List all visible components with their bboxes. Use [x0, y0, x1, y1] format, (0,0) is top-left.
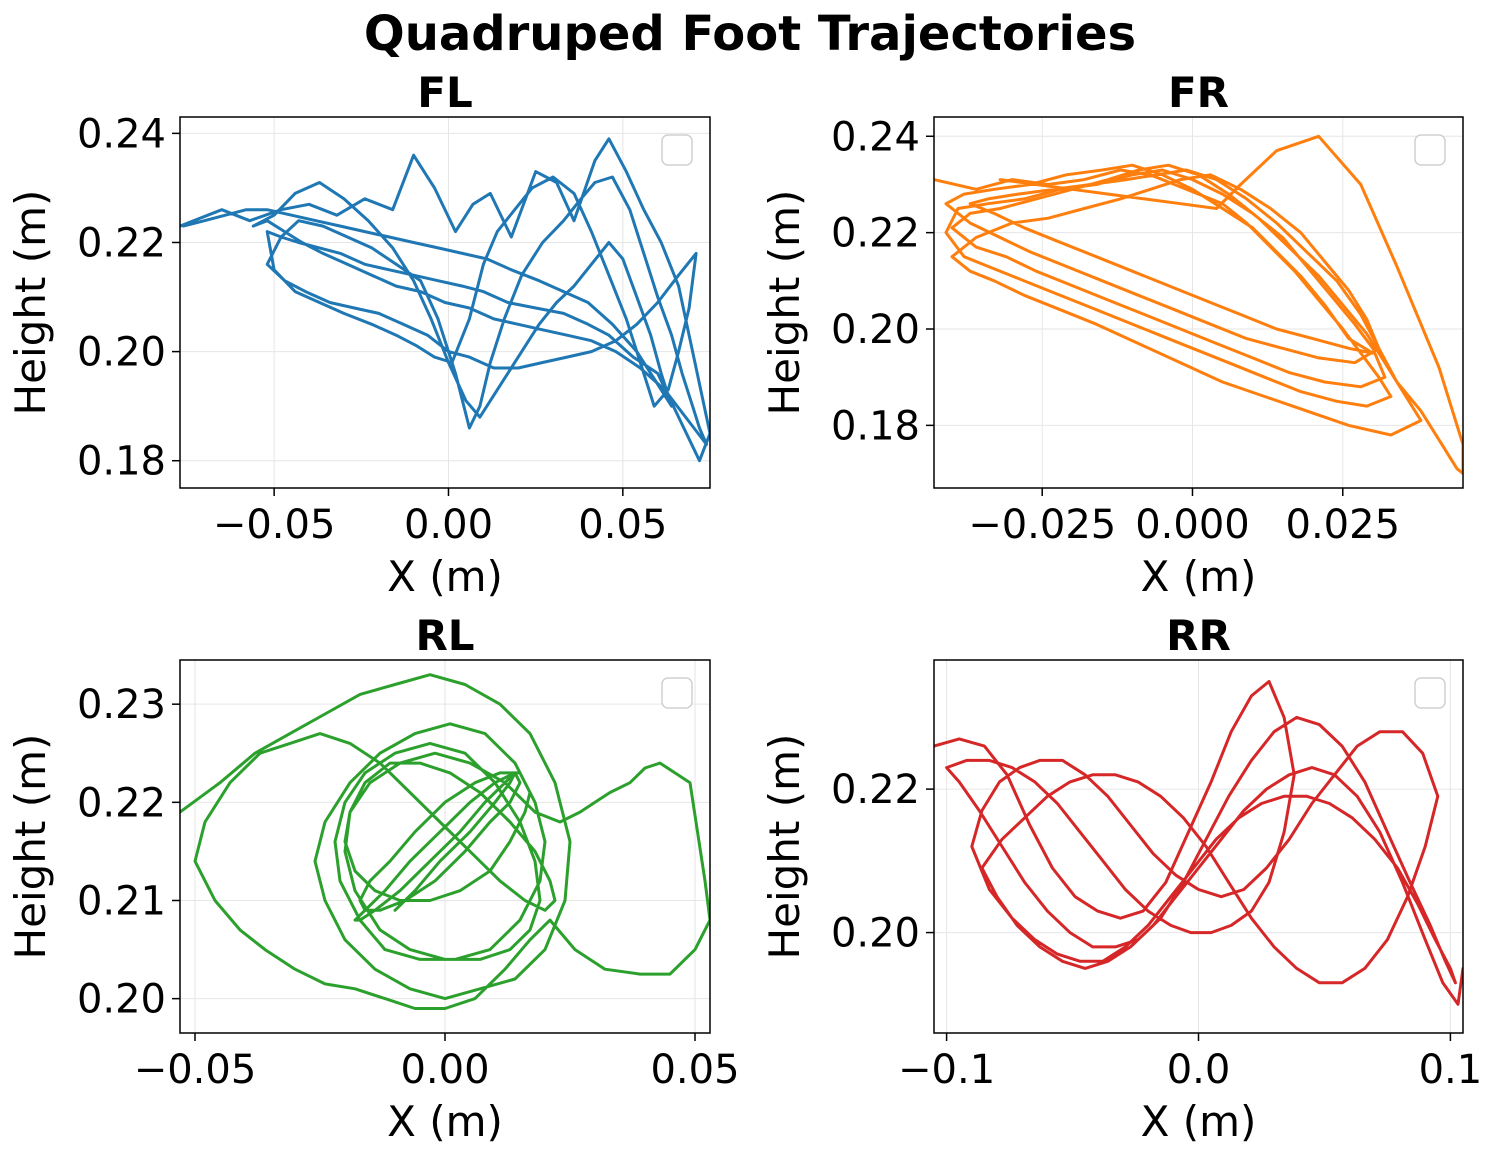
fl-xtick-label-0: −0.05	[213, 502, 336, 548]
fl-ytick-label-0: 0.18	[77, 439, 166, 485]
subplot-rr: −0.1 0.0 0.1 0.20 0.22 RR X (m) Height (m)	[760, 611, 1482, 1146]
rl-ytick-label-1: 0.21	[77, 878, 166, 924]
fr-ytick-label-2: 0.22	[831, 211, 920, 257]
fl-xtick-label-1: 0.00	[404, 502, 493, 548]
fr-legend	[1414, 134, 1446, 166]
rl-ytick-label-2: 0.22	[77, 780, 166, 826]
rr-ytick-label-1: 0.22	[831, 767, 920, 813]
rl-xtick-label-0: −0.05	[134, 1047, 257, 1093]
rl-xtick-label-1: 0.00	[400, 1047, 489, 1093]
fl-x-axis-label: X (m)	[387, 552, 503, 601]
fl-trajectory-line	[180, 137, 710, 463]
rl-panel-title: RL	[415, 611, 474, 660]
rr-legend	[1414, 677, 1446, 709]
rr-ytick-label-0: 0.20	[831, 911, 920, 957]
rr-xtick-label-0: −0.1	[898, 1047, 995, 1093]
rr-y-axis-label: Height (m)	[760, 734, 809, 960]
rl-ytick-label-0: 0.20	[77, 977, 166, 1023]
fr-xtick-label-2: 0.025	[1286, 502, 1401, 548]
rr-xtick-label-2: 0.1	[1419, 1047, 1483, 1093]
fr-panel-title: FR	[1168, 68, 1229, 117]
fr-axes-frame	[933, 116, 1464, 489]
fr-trajectory-line	[934, 134, 1463, 475]
subplot-fr: −0.025 0.000 0.025 0.18 0.20 0.22 0.24 FR X (m) H…	[760, 68, 1464, 601]
fr-ytick-label-0: 0.18	[831, 403, 920, 449]
rr-panel-title: RR	[1166, 611, 1231, 660]
rl-trajectory-line	[180, 673, 710, 1010]
rl-xtick-label-2: 0.05	[650, 1047, 739, 1093]
rr-xtick-label-1: 0.0	[1167, 1047, 1231, 1093]
fl-ytick-label-3: 0.24	[77, 111, 166, 157]
fl-panel-title: FL	[417, 68, 472, 117]
subplot-fl: −0.05 0.00 0.05 0.18 0.20 0.22 0.24 FL X (m) Heig…	[6, 68, 711, 601]
fr-ytick-label-1: 0.20	[831, 307, 920, 353]
figure-title: Quadruped Foot Trajectories	[364, 6, 1136, 62]
subplot-rl: −0.05 0.00 0.05 0.20 0.21 0.22 0.23 RL X (m) Heig…	[6, 611, 740, 1146]
fr-ytick-label-3: 0.24	[831, 114, 920, 160]
rl-x-axis-label: X (m)	[387, 1097, 503, 1146]
rr-trajectory-line	[934, 680, 1463, 1006]
rl-y-axis-label: Height (m)	[6, 734, 55, 960]
rl-legend	[661, 677, 693, 709]
fl-y-axis-label: Height (m)	[6, 190, 55, 416]
fr-y-axis-label: Height (m)	[760, 190, 809, 416]
fl-axes-frame	[179, 116, 711, 489]
fr-xtick-label-1: 0.000	[1135, 502, 1250, 548]
rr-x-axis-label: X (m)	[1141, 1097, 1257, 1146]
fl-ytick-label-1: 0.20	[77, 330, 166, 376]
fr-xtick-label-0: −0.025	[968, 502, 1116, 548]
fr-x-axis-label: X (m)	[1141, 552, 1257, 601]
fl-ytick-label-2: 0.22	[77, 220, 166, 266]
subplot-grid: −0.05 0.00 0.05 0.18 0.20 0.22 0.24 FL X (m) Heig…	[6, 68, 1482, 1146]
fl-legend	[661, 134, 693, 166]
fl-xtick-label-2: 0.05	[578, 502, 667, 548]
rl-ytick-label-3: 0.23	[77, 682, 166, 728]
